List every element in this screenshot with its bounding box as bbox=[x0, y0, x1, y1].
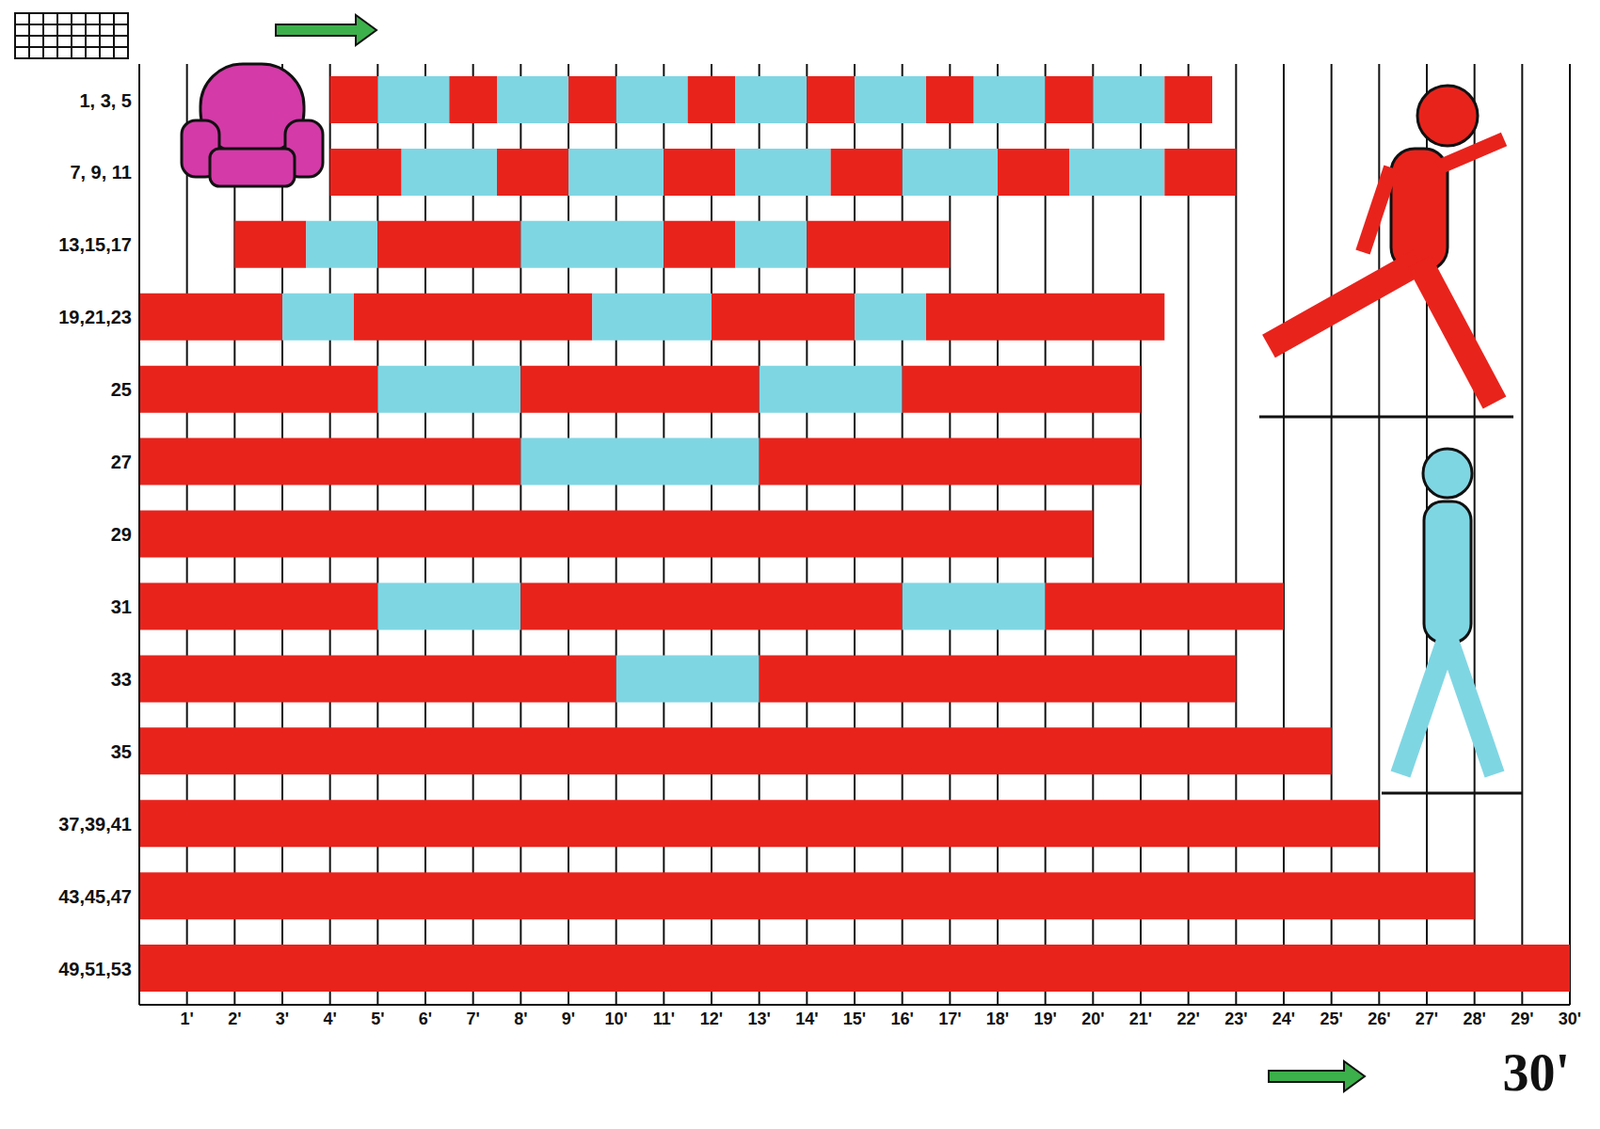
svg-text:10': 10' bbox=[605, 1009, 628, 1029]
svg-text:22': 22' bbox=[1177, 1009, 1200, 1029]
svg-text:26': 26' bbox=[1367, 1009, 1391, 1029]
svg-text:24': 24' bbox=[1272, 1009, 1296, 1029]
svg-text:23': 23' bbox=[1224, 1009, 1248, 1029]
svg-text:49,51,53: 49,51,53 bbox=[58, 959, 132, 980]
svg-text:27': 27' bbox=[1415, 1009, 1439, 1029]
svg-text:15': 15' bbox=[843, 1009, 866, 1029]
svg-text:13': 13' bbox=[748, 1009, 771, 1029]
svg-text:11': 11' bbox=[653, 1009, 675, 1029]
svg-text:7': 7' bbox=[466, 1009, 480, 1029]
svg-text:18': 18' bbox=[986, 1009, 1009, 1029]
svg-text:6': 6' bbox=[418, 1009, 432, 1029]
svg-text:21': 21' bbox=[1129, 1009, 1152, 1029]
svg-text:19,21,23: 19,21,23 bbox=[58, 306, 132, 328]
svg-text:12': 12' bbox=[700, 1009, 723, 1029]
svg-text:27: 27 bbox=[111, 451, 132, 473]
svg-text:28': 28' bbox=[1463, 1009, 1487, 1029]
svg-text:37,39,41: 37,39,41 bbox=[58, 814, 132, 835]
svg-text:5': 5' bbox=[370, 1009, 384, 1029]
svg-text:20': 20' bbox=[1081, 1009, 1104, 1029]
svg-text:25: 25 bbox=[111, 379, 132, 400]
svg-text:7, 9, 11: 7, 9, 11 bbox=[69, 161, 132, 183]
html-text:30': 30' bbox=[1502, 1043, 1570, 1103]
svg-text:30': 30' bbox=[1558, 1009, 1582, 1029]
svg-text:43,45,47: 43,45,47 bbox=[58, 886, 132, 908]
svg-text:33: 33 bbox=[111, 669, 132, 690]
svg-text:17': 17' bbox=[938, 1009, 961, 1029]
svg-text:25': 25' bbox=[1320, 1009, 1344, 1029]
svg-text:9': 9' bbox=[561, 1009, 576, 1029]
svg-text:29: 29 bbox=[111, 524, 132, 545]
svg-text:4': 4' bbox=[323, 1009, 337, 1029]
svg-text:19': 19' bbox=[1034, 1009, 1057, 1029]
svg-text:1': 1' bbox=[180, 1009, 194, 1029]
svg-text:3': 3' bbox=[275, 1009, 289, 1029]
svg-text:1, 3, 5: 1, 3, 5 bbox=[79, 90, 132, 112]
svg-text:8': 8' bbox=[513, 1009, 528, 1029]
svg-text:29': 29' bbox=[1510, 1009, 1534, 1029]
svg-text:16': 16' bbox=[891, 1009, 914, 1029]
svg-text:13,15,17: 13,15,17 bbox=[58, 234, 132, 256]
svg-text:35: 35 bbox=[111, 741, 132, 763]
svg-text:2': 2' bbox=[227, 1009, 241, 1029]
svg-text:31: 31 bbox=[111, 596, 132, 618]
svg-text:14': 14' bbox=[795, 1009, 818, 1029]
